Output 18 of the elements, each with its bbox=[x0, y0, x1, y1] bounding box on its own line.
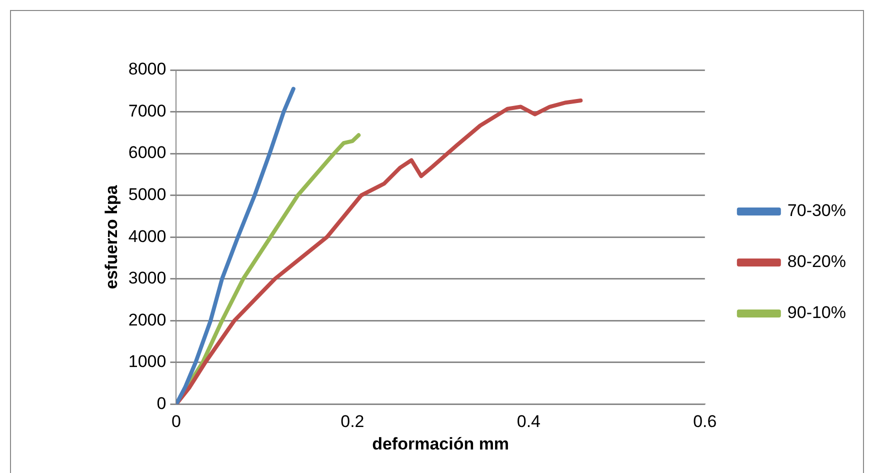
y-axis-title: esfuerzo kpa bbox=[102, 184, 121, 290]
x-tick-label: 0.2 bbox=[340, 412, 364, 432]
y-tick-label: 7000 bbox=[128, 101, 166, 120]
y-tick-label: 5000 bbox=[128, 185, 166, 204]
x-tick-label: 0.4 bbox=[516, 412, 540, 432]
x-tick-label: 0.6 bbox=[693, 412, 717, 432]
y-tick-label: 3000 bbox=[128, 268, 166, 288]
y-tick-label: 1000 bbox=[128, 352, 166, 372]
y-tick-label: 2000 bbox=[128, 310, 166, 330]
x-axis-title: deformación mm bbox=[372, 434, 510, 454]
legend-label: 70-30% bbox=[787, 201, 846, 220]
y-tick-label: 4000 bbox=[128, 226, 166, 246]
y-tick-label: 8000 bbox=[128, 60, 166, 79]
y-tick-label: 6000 bbox=[128, 143, 166, 162]
x-tick-label: 0 bbox=[171, 412, 181, 432]
y-tick-label: 0 bbox=[156, 394, 166, 413]
legend-label: 90-10% bbox=[787, 303, 846, 322]
legend-label: 80-20% bbox=[787, 252, 846, 272]
